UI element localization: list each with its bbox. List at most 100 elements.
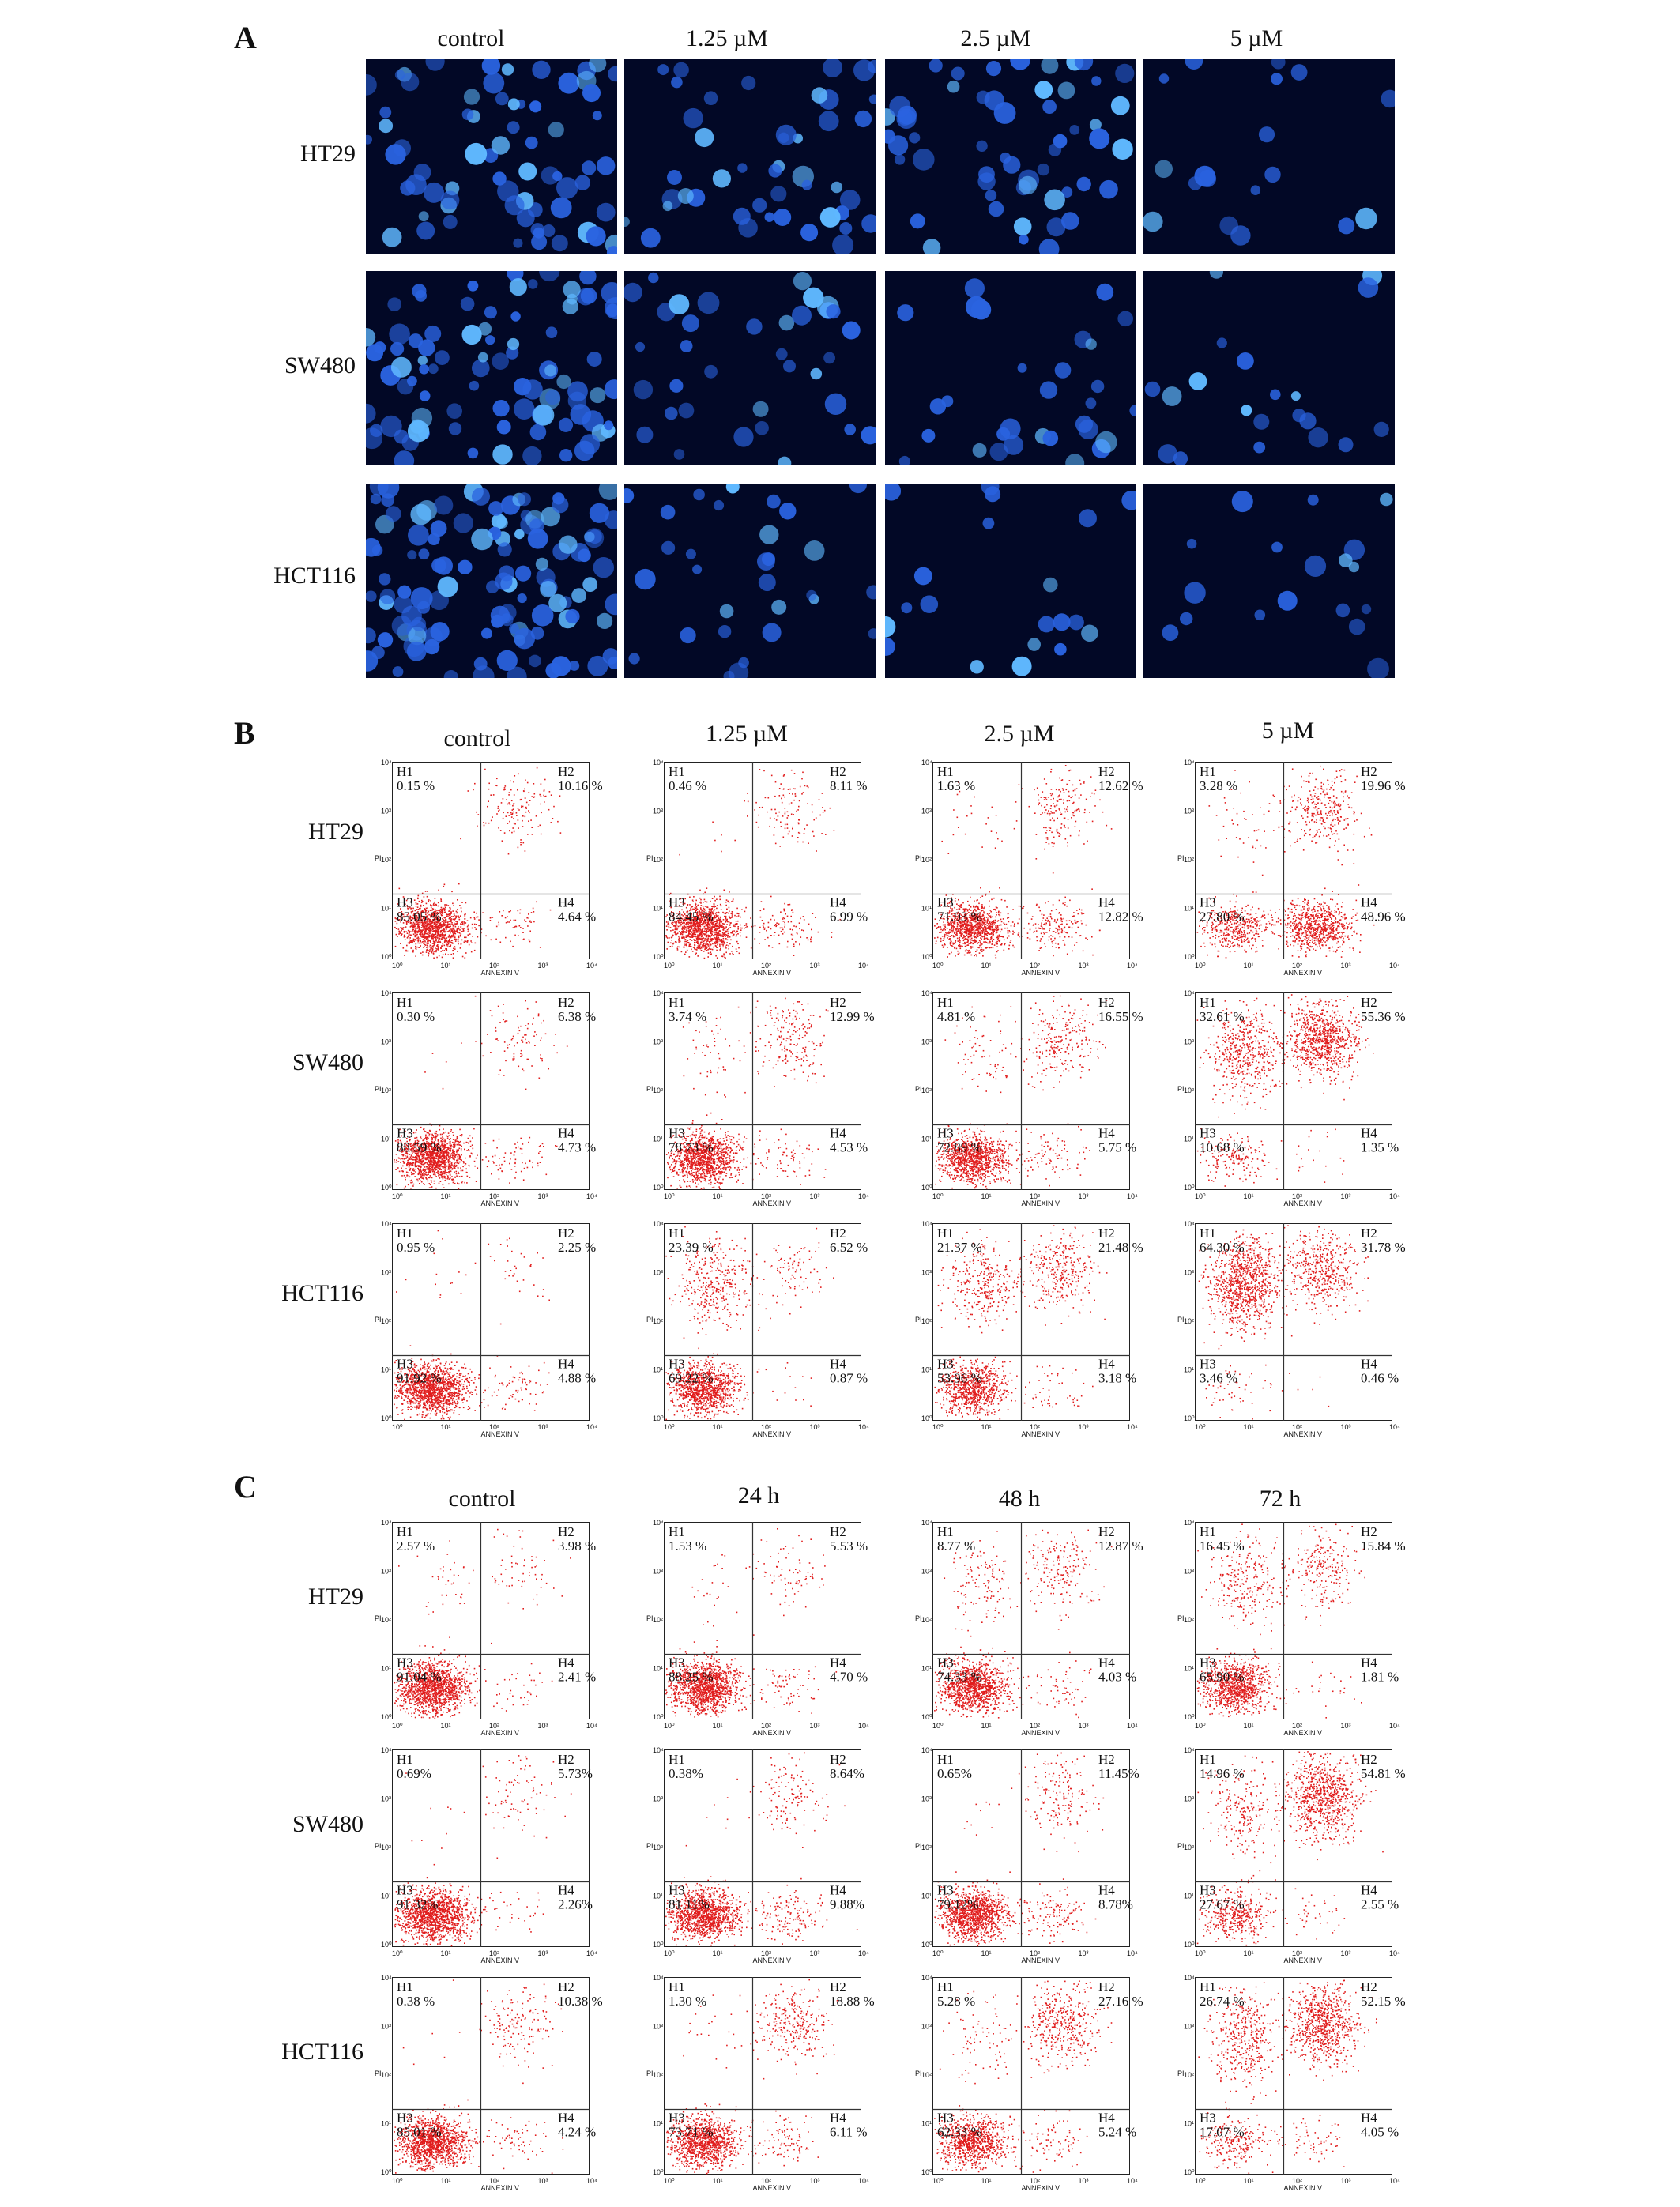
y-tick-label: 10⁰ <box>381 1414 392 1422</box>
quadrant-label-h1: H1 <box>1200 1226 1216 1241</box>
nucleus <box>419 390 431 401</box>
nucleus <box>677 188 694 204</box>
x-axis-label: ANNEXIN V <box>1284 1957 1323 1964</box>
x-tick-label: 10³ <box>1079 962 1089 970</box>
nucleus <box>435 350 450 365</box>
quadrant-percent-h2: 12.62 % <box>1098 778 1143 793</box>
nucleus <box>725 484 740 494</box>
nucleus <box>589 59 607 73</box>
quadrant-label-h3: H3 <box>937 895 954 910</box>
nucleus <box>1065 454 1085 465</box>
nucleus <box>972 443 987 458</box>
y-tick-label: 10³ <box>381 1038 391 1046</box>
y-tick-label: 10¹ <box>1184 905 1194 913</box>
x-axis-label: ANNEXIN V <box>481 1200 520 1207</box>
nucleus <box>574 175 591 190</box>
nucleus <box>1355 207 1377 230</box>
nucleus <box>410 503 431 525</box>
quadrant-percent-h1: 26.74 % <box>1200 1994 1245 2009</box>
nucleus <box>366 427 383 450</box>
x-axis-label: ANNEXIN V <box>753 1200 792 1207</box>
x-tick-label: 10³ <box>1341 1949 1351 1957</box>
quadrant-percent-h1: 14.96 % <box>1200 1766 1245 1781</box>
x-tick-label: 10² <box>1030 1192 1040 1200</box>
y-axis-label: PI <box>1177 1614 1185 1622</box>
x-tick-label: 10² <box>1292 1192 1302 1200</box>
nucleus <box>458 559 473 574</box>
nucleus <box>366 403 376 424</box>
quadrant-label-h1: H1 <box>397 1226 413 1241</box>
a-col-header-5: 5 µM <box>1130 25 1383 52</box>
quadrant-label-h3: H3 <box>1200 1655 1216 1670</box>
nucleus <box>608 66 617 82</box>
nucleus <box>507 121 520 134</box>
nucleus <box>640 228 661 248</box>
nucleus <box>377 484 400 499</box>
micrograph-r3-c4 <box>1143 484 1395 678</box>
nucleus <box>437 576 458 597</box>
micrograph-r2-c1 <box>366 271 617 465</box>
x-tick-label: 10³ <box>538 1722 548 1730</box>
nucleus <box>1069 125 1080 135</box>
nucleus <box>909 132 921 144</box>
nucleus <box>419 364 429 375</box>
nucleus <box>590 387 606 404</box>
quadrant-percent-h3: 69.22 % <box>669 1371 714 1386</box>
y-tick-label: 10⁰ <box>653 953 664 961</box>
quadrant-percent-h3: 27.80 % <box>1200 910 1245 925</box>
nucleus <box>471 528 493 551</box>
y-tick-label: 10¹ <box>653 1893 663 1900</box>
nucleus <box>752 401 769 417</box>
x-tick-label: 10⁴ <box>1389 1722 1400 1730</box>
quadrant-percent-h4: 4.03 % <box>1098 1670 1136 1685</box>
quadrant-label-h2: H2 <box>1361 764 1377 779</box>
x-tick-label: 10³ <box>810 1423 820 1431</box>
y-tick-label: 10⁴ <box>1184 989 1195 997</box>
nucleus <box>1254 609 1266 621</box>
y-tick-label: 10³ <box>1184 1269 1194 1277</box>
nucleus <box>1358 277 1379 298</box>
x-axis-label: ANNEXIN V <box>753 969 792 977</box>
nucleus <box>424 325 442 342</box>
y-tick-label: 10³ <box>381 2023 391 2031</box>
x-axis-label: ANNEXIN V <box>481 969 520 977</box>
nucleus <box>964 278 985 299</box>
nucleus <box>584 528 605 548</box>
x-tick-label: 10⁴ <box>1389 2177 1400 2185</box>
y-axis-label: PI <box>1177 1085 1185 1093</box>
nucleus <box>1348 618 1365 635</box>
nucleus <box>567 391 586 410</box>
quadrant-label-h2: H2 <box>558 1979 574 1994</box>
nucleus <box>774 209 792 226</box>
nucleus <box>578 548 591 563</box>
nucleus <box>921 428 936 443</box>
panel-letter-a: A <box>234 19 257 56</box>
nucleus <box>379 119 394 134</box>
y-axis-label: PI <box>1177 1316 1185 1324</box>
x-axis-label: ANNEXIN V <box>1022 1957 1060 1964</box>
y-tick-label: 10² <box>653 2071 663 2079</box>
nucleus <box>541 166 559 185</box>
flow-plot-b-r1-c3: H1 1.63 % H2 12.62 % H3 71.93 % H4 12.82 % 10⁰ 10… <box>915 759 1143 977</box>
quadrant-label-h4: H4 <box>830 1655 846 1670</box>
quadrant-label-h3: H3 <box>397 2111 413 2126</box>
nucleus <box>1277 590 1298 611</box>
y-tick-label: 10⁰ <box>921 953 932 961</box>
c-row-header-hct116: HCT116 <box>229 2039 363 2066</box>
nucleus <box>539 271 560 282</box>
quadrant-percent-h4: 1.35 % <box>1361 1140 1399 1155</box>
event-dots <box>665 1528 838 1718</box>
nucleus <box>385 506 401 522</box>
nucleus <box>1186 538 1197 549</box>
quadrant-percent-h2: 5.53 % <box>830 1538 868 1554</box>
micrograph-r3-c1 <box>366 484 617 678</box>
nucleus <box>596 202 616 222</box>
x-tick-label: 10¹ <box>713 1949 723 1957</box>
a-row-header-sw480: SW480 <box>221 352 356 379</box>
quadrant-label-h4: H4 <box>1361 895 1377 910</box>
nucleus <box>839 222 853 235</box>
y-tick-label: 10³ <box>921 1269 932 1277</box>
quadrant-percent-h1: 16.45 % <box>1200 1538 1245 1554</box>
y-axis-label: PI <box>915 1614 922 1622</box>
quadrant-label-h2: H2 <box>1361 1752 1377 1767</box>
